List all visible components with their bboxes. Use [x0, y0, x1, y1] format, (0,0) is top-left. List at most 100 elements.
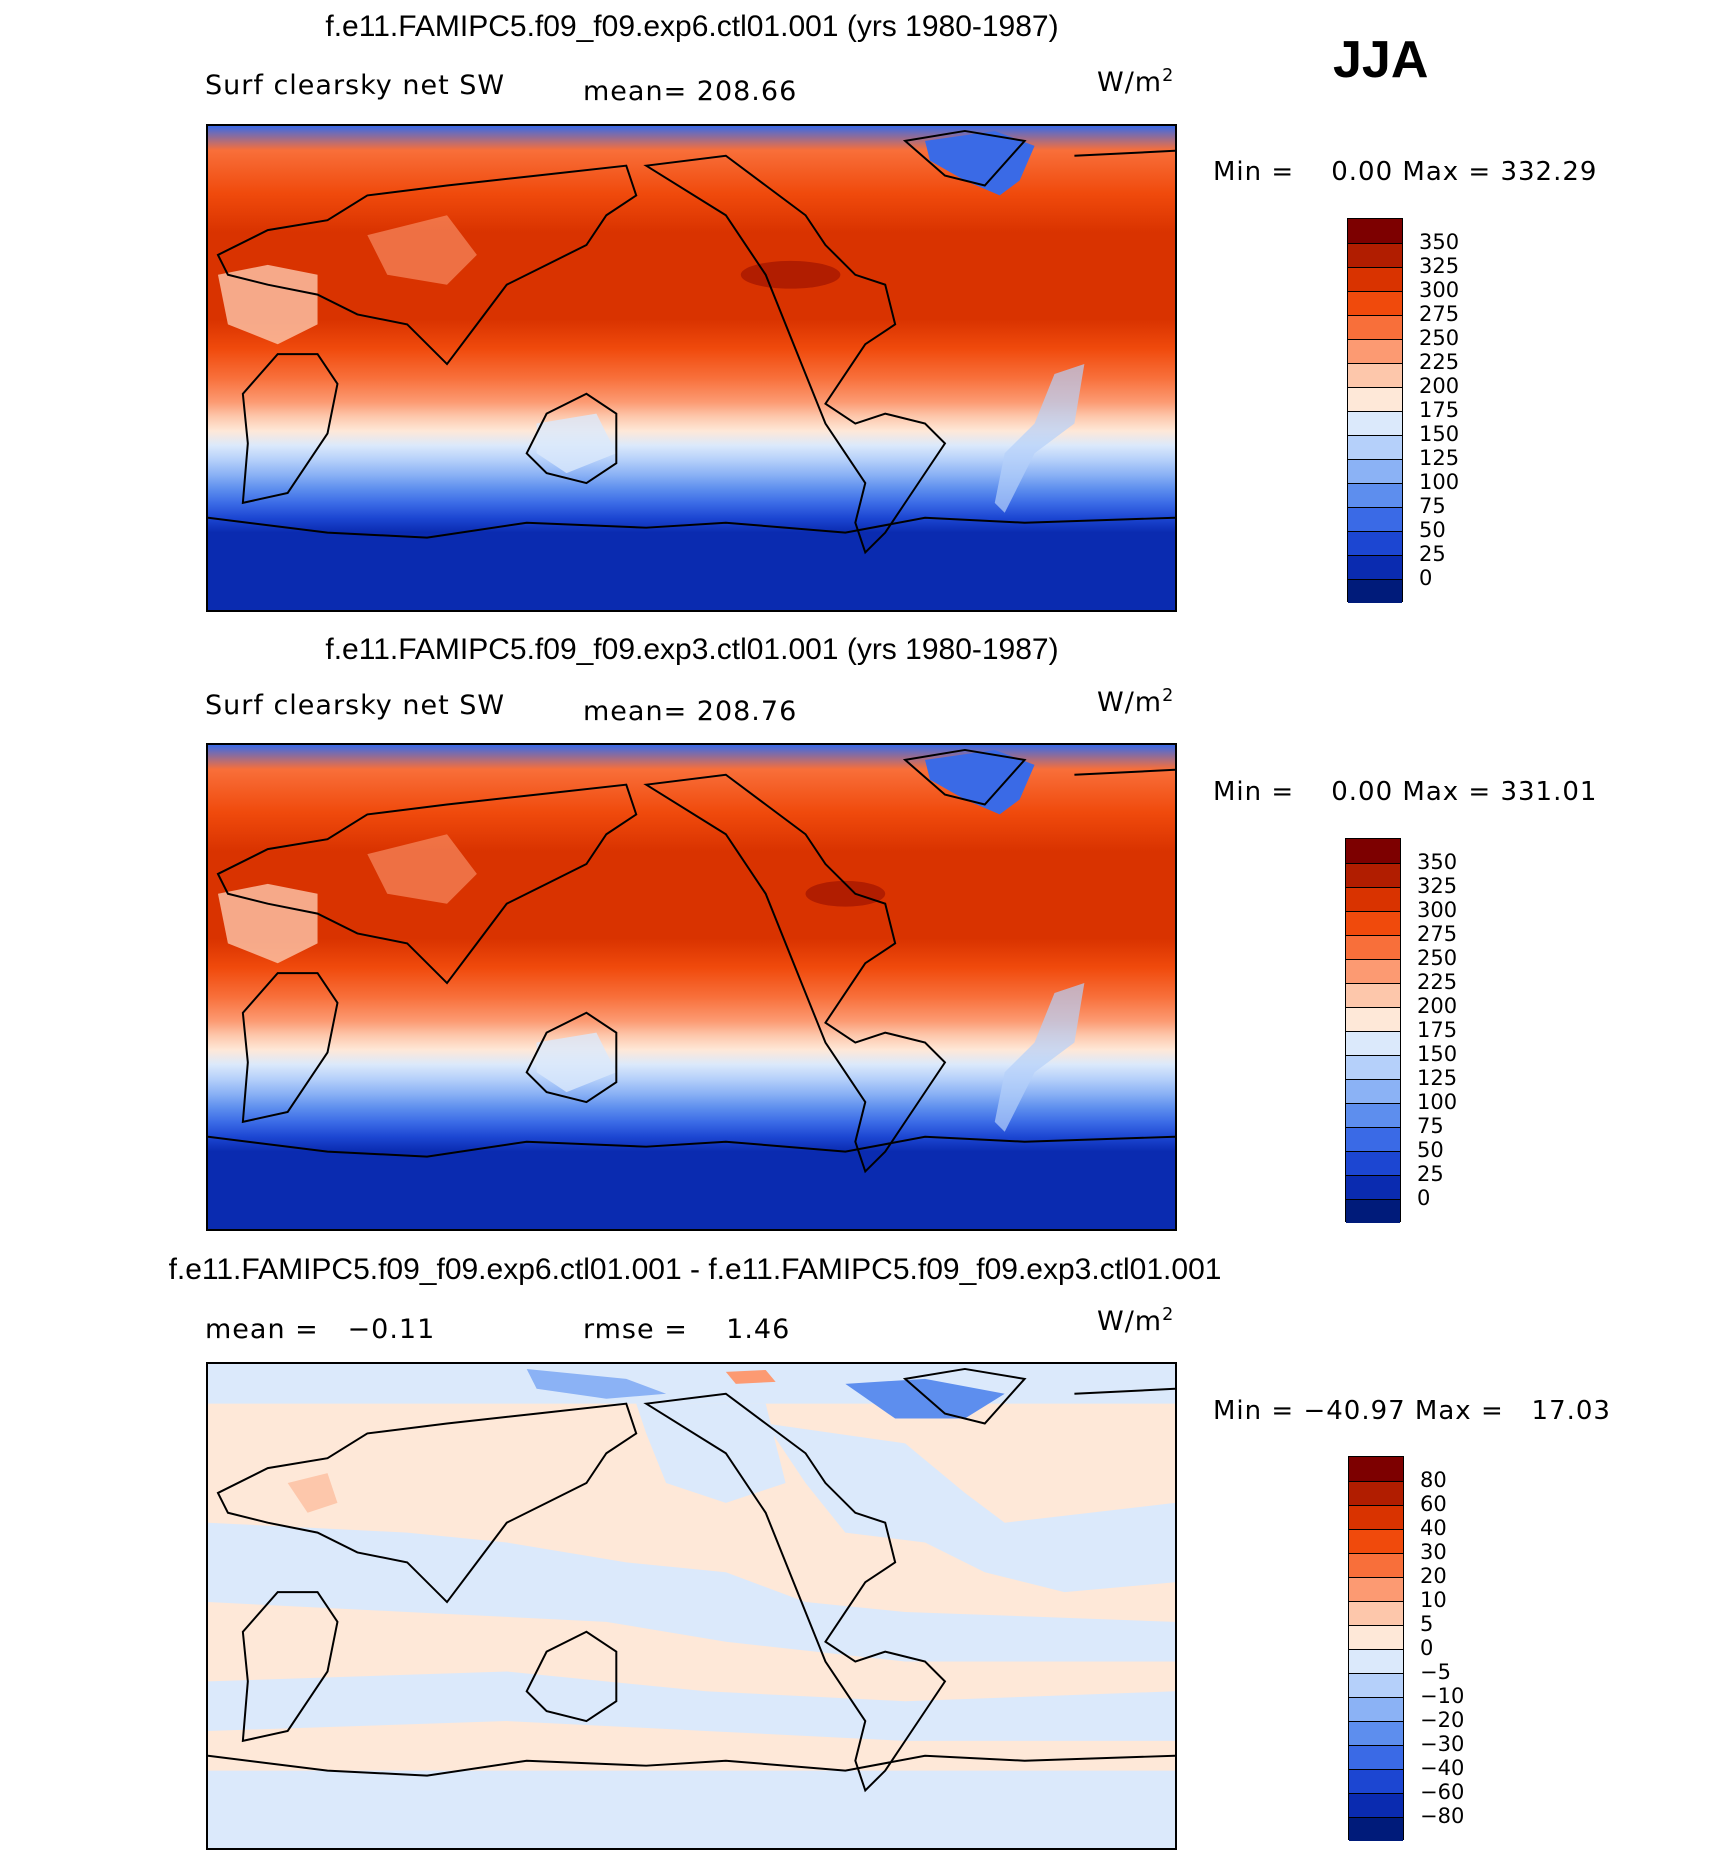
panel3-units: W/m2 [1097, 1305, 1174, 1337]
colorbar-swatch [1349, 1481, 1403, 1505]
colorbar-swatch [1346, 959, 1400, 983]
colorbar-label: 200 [1417, 994, 1458, 1018]
colorbar-label: 0 [1419, 566, 1433, 590]
panel3-map-svg [208, 1364, 1175, 1848]
panel3-mean: mean = −0.11 [205, 1314, 436, 1345]
colorbar-label: 0 [1420, 1636, 1434, 1660]
panel1-map [206, 124, 1177, 612]
panel2-units-base: W/m [1097, 687, 1163, 718]
colorbar-label: 25 [1419, 542, 1446, 566]
colorbar-label: −40 [1420, 1756, 1465, 1780]
colorbar-label: −20 [1420, 1708, 1465, 1732]
colorbar-swatch [1348, 411, 1402, 435]
colorbar-label: 20 [1420, 1564, 1447, 1588]
colorbar-label: 75 [1417, 1114, 1444, 1138]
colorbar-label: 300 [1417, 898, 1458, 922]
colorbar-swatch [1348, 435, 1402, 459]
colorbar-swatch [1348, 387, 1402, 411]
colorbar-swatch [1348, 507, 1402, 531]
colorbar-swatch [1348, 291, 1402, 315]
colorbar-label: 325 [1417, 874, 1458, 898]
colorbar-swatch [1348, 459, 1402, 483]
panel2-colorbar-box [1345, 838, 1401, 1223]
panel2-coastlines [208, 748, 1175, 1174]
panel3-map [206, 1362, 1177, 1850]
colorbar-label: 225 [1417, 970, 1458, 994]
colorbar-label: 30 [1420, 1540, 1447, 1564]
colorbar-swatch [1349, 1625, 1403, 1649]
colorbar-label: 80 [1420, 1468, 1447, 1492]
colorbar-swatch [1346, 1103, 1400, 1127]
colorbar-label: 50 [1419, 518, 1446, 542]
panel3-coastlines [208, 1367, 1175, 1793]
colorbar-label: 75 [1419, 494, 1446, 518]
colorbar-swatch [1349, 1769, 1403, 1793]
colorbar-label: 175 [1417, 1018, 1458, 1042]
season-label: JJA [1333, 31, 1429, 89]
panel1-units-exp: 2 [1162, 66, 1175, 86]
colorbar-label: 200 [1419, 374, 1460, 398]
greenland-region [925, 130, 1035, 196]
panel2-variable: Surf clearsky net SW [205, 690, 506, 721]
colorbar-swatch [1346, 1007, 1400, 1031]
colorbar-label: 60 [1420, 1492, 1447, 1516]
colorbar-swatch [1346, 887, 1400, 911]
colorbar-swatch [1349, 1745, 1403, 1769]
colorbar-swatch [1346, 1199, 1400, 1223]
colorbar-swatch [1346, 1175, 1400, 1199]
panel1-units: W/m2 [1097, 66, 1174, 98]
colorbar-label: 50 [1417, 1138, 1444, 1162]
panel1-minmax: Min = 0.00 Max = 332.29 [1213, 157, 1598, 187]
colorbar-swatch [1346, 1031, 1400, 1055]
panel3-units-exp: 2 [1162, 1305, 1175, 1325]
colorbar-swatch [1348, 243, 1402, 267]
colorbar-swatch [1346, 1127, 1400, 1151]
colorbar-label: 125 [1419, 446, 1460, 470]
colorbar-swatch [1349, 1505, 1403, 1529]
colorbar-label: 10 [1420, 1588, 1447, 1612]
panel2-minmax: Min = 0.00 Max = 331.01 [1213, 777, 1598, 807]
colorbar-swatch [1349, 1793, 1403, 1817]
colorbar-swatch [1349, 1601, 1403, 1625]
panel2-units: W/m2 [1097, 686, 1174, 718]
colorbar-label: −5 [1420, 1660, 1451, 1684]
colorbar-swatch [1349, 1529, 1403, 1553]
colorbar-swatch [1349, 1817, 1403, 1841]
panel2-mean: mean= 208.76 [583, 696, 798, 727]
panel1-colorbar-box [1347, 218, 1403, 603]
colorbar-swatch [1348, 363, 1402, 387]
colorbar-swatch [1349, 1697, 1403, 1721]
panel1-map-svg [208, 126, 1175, 610]
colorbar-swatch [1348, 219, 1402, 243]
colorbar-swatch [1348, 531, 1402, 555]
panel2-title: f.e11.FAMIPC5.f09_f09.exp3.ctl01.001 (yr… [325, 633, 1059, 666]
colorbar-label: 40 [1420, 1516, 1447, 1540]
colorbar-label: 250 [1417, 946, 1458, 970]
colorbar-swatch [1349, 1553, 1403, 1577]
panel2-map [206, 743, 1177, 1231]
colorbar-label: 150 [1419, 422, 1460, 446]
colorbar-label: 225 [1419, 350, 1460, 374]
colorbar-label: 325 [1419, 254, 1460, 278]
colorbar-label: 275 [1417, 922, 1458, 946]
colorbar-label: 0 [1417, 1186, 1431, 1210]
colorbar-swatch [1346, 1055, 1400, 1079]
panel1-units-base: W/m [1097, 67, 1163, 98]
colorbar-swatch [1346, 863, 1400, 887]
colorbar-swatch [1349, 1457, 1403, 1481]
panel3-rmse: rmse = 1.46 [583, 1314, 791, 1345]
colorbar-label: 175 [1419, 398, 1460, 422]
colorbar-swatch [1348, 339, 1402, 363]
colorbar-label: −80 [1420, 1804, 1465, 1828]
colorbar-swatch [1349, 1577, 1403, 1601]
colorbar-label: 150 [1417, 1042, 1458, 1066]
colorbar-swatch [1349, 1649, 1403, 1673]
colorbar-swatch [1346, 911, 1400, 935]
colorbar-swatch [1346, 1079, 1400, 1103]
colorbar-label: 275 [1419, 302, 1460, 326]
panel1-title: f.e11.FAMIPC5.f09_f09.exp6.ctl01.001 (yr… [325, 10, 1059, 43]
colorbar-swatch [1348, 579, 1402, 603]
panel3-title: f.e11.FAMIPC5.f09_f09.exp6.ctl01.001 - f… [168, 1253, 1222, 1286]
colorbar-swatch [1348, 555, 1402, 579]
panel2-map-svg [208, 745, 1175, 1229]
